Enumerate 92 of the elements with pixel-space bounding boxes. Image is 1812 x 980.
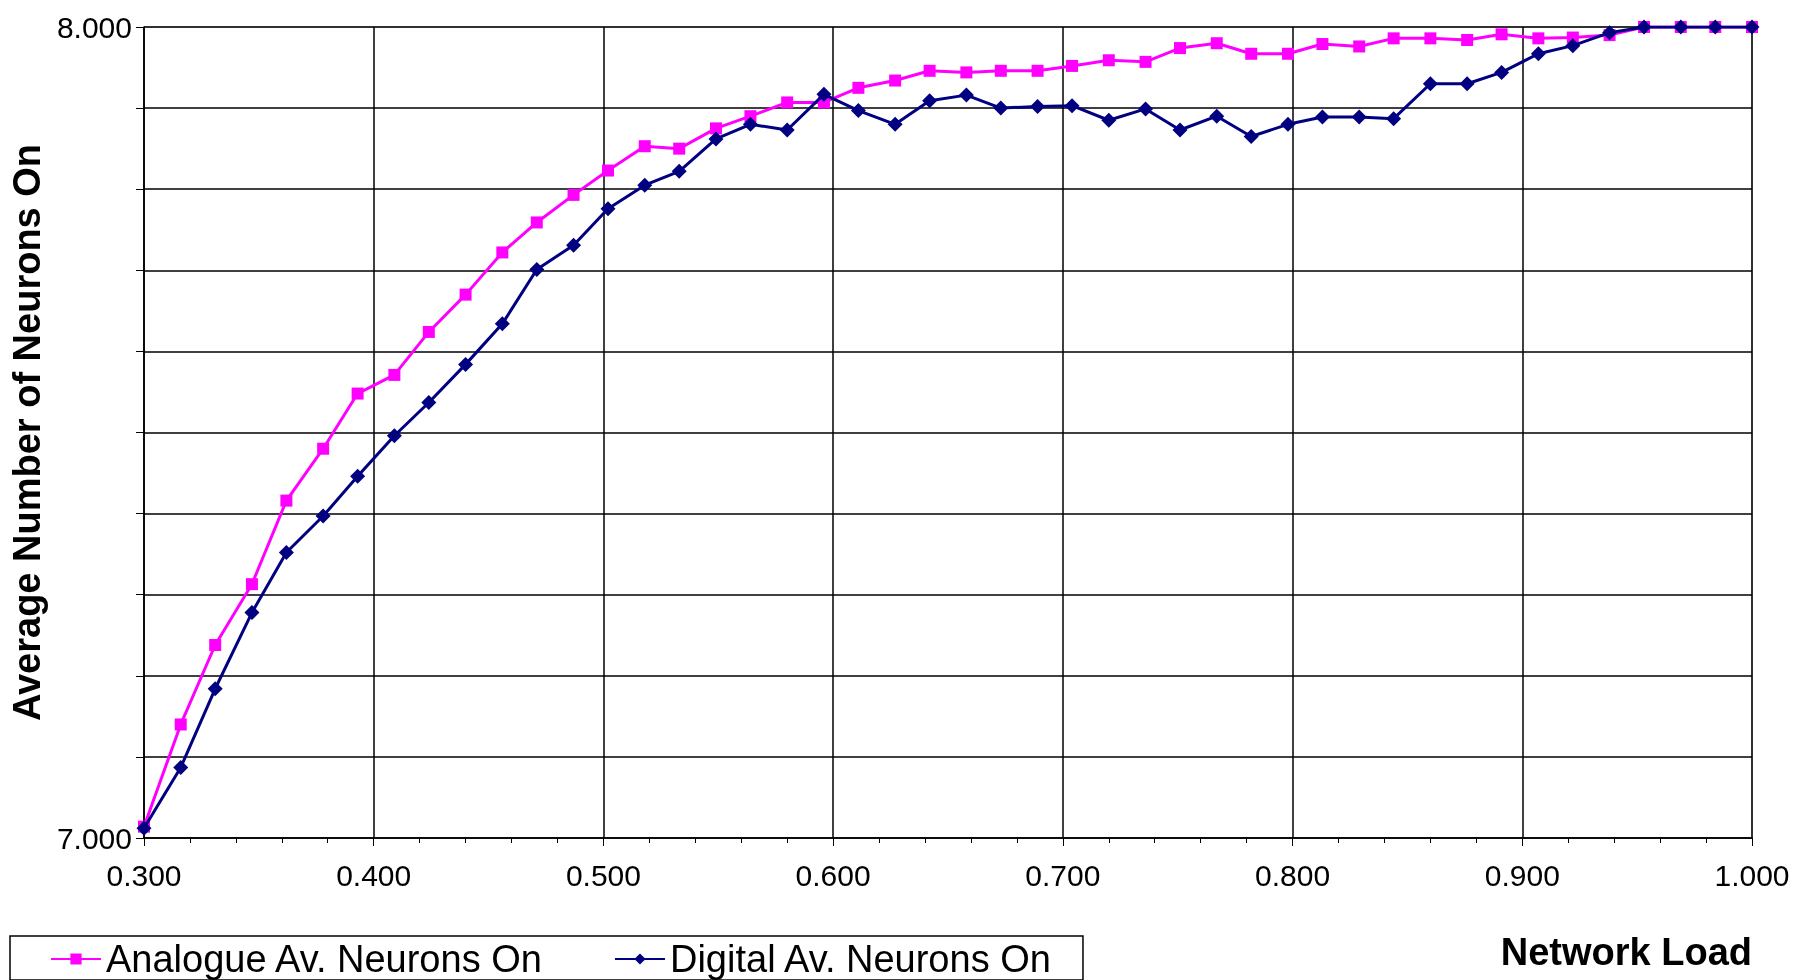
point xyxy=(960,66,973,79)
point xyxy=(494,316,510,332)
point xyxy=(350,468,366,484)
x-axis-title: Network Load xyxy=(1500,931,1752,973)
point xyxy=(889,74,902,87)
point xyxy=(280,494,293,507)
legend-label: Digital Av. Neurons On xyxy=(669,938,1051,980)
point xyxy=(207,681,223,697)
point xyxy=(388,368,401,381)
point xyxy=(1138,101,1154,117)
point xyxy=(1494,64,1510,80)
point xyxy=(671,163,687,179)
point xyxy=(742,116,758,132)
point xyxy=(529,261,545,277)
point xyxy=(1316,38,1329,51)
point xyxy=(209,638,222,651)
point xyxy=(244,605,260,621)
point xyxy=(386,428,402,444)
point xyxy=(1243,128,1259,144)
point xyxy=(315,508,331,524)
point xyxy=(816,86,832,102)
point xyxy=(1386,111,1402,127)
point xyxy=(958,87,974,103)
point xyxy=(1101,112,1117,128)
point xyxy=(1172,122,1188,138)
x-tick-label: 0.500 xyxy=(565,858,641,892)
point xyxy=(1565,38,1581,54)
point xyxy=(673,142,686,155)
point xyxy=(922,93,938,109)
point xyxy=(1314,109,1330,125)
point xyxy=(1066,59,1079,72)
point xyxy=(496,246,509,259)
point xyxy=(317,442,330,455)
point xyxy=(993,100,1009,116)
point xyxy=(421,394,437,410)
point xyxy=(1064,98,1080,114)
point xyxy=(1387,32,1400,45)
y-tick-label: 8.000 xyxy=(56,10,132,44)
x-tick-label: 1.000 xyxy=(1714,858,1790,892)
point xyxy=(245,578,258,591)
point xyxy=(852,81,865,94)
point xyxy=(779,122,795,138)
point xyxy=(566,237,582,253)
point xyxy=(1530,46,1546,62)
point xyxy=(458,356,474,372)
point xyxy=(708,131,724,147)
x-tick-label: 0.800 xyxy=(1255,858,1331,892)
point xyxy=(351,387,364,400)
point xyxy=(994,64,1007,77)
point xyxy=(1422,76,1438,92)
point xyxy=(1280,116,1296,132)
point xyxy=(1353,40,1366,53)
point xyxy=(1602,25,1618,41)
point xyxy=(278,545,294,561)
x-tick-label: 0.900 xyxy=(1484,858,1560,892)
point xyxy=(709,122,722,135)
point xyxy=(1495,28,1508,41)
y-tick-label: 7.000 xyxy=(56,821,132,855)
x-tick-label: 0.400 xyxy=(336,858,412,892)
point xyxy=(1245,47,1258,60)
point xyxy=(1461,33,1474,46)
point xyxy=(1424,32,1437,45)
point xyxy=(1281,47,1294,60)
point xyxy=(1209,108,1225,124)
point xyxy=(923,64,936,77)
x-tick-label: 0.600 xyxy=(795,858,871,892)
y-axis-title: Average Number of Neurons On xyxy=(6,143,48,722)
point xyxy=(1031,64,1044,77)
point xyxy=(1102,54,1115,67)
point xyxy=(638,140,651,153)
point xyxy=(887,116,903,132)
point xyxy=(567,188,580,201)
point xyxy=(1174,42,1186,55)
point xyxy=(459,288,472,301)
point xyxy=(1030,98,1046,114)
x-tick-label: 0.300 xyxy=(106,858,182,892)
point xyxy=(174,718,187,731)
point xyxy=(1210,37,1223,50)
point xyxy=(422,325,435,338)
point xyxy=(1351,109,1367,125)
point xyxy=(781,96,794,109)
point xyxy=(1139,55,1152,68)
point xyxy=(1459,76,1475,92)
point xyxy=(173,759,189,775)
legend-label: Analogue Av. Neurons On xyxy=(106,938,542,980)
x-tick-label: 0.700 xyxy=(1025,858,1101,892)
point xyxy=(1532,32,1545,45)
point xyxy=(602,164,614,177)
point xyxy=(850,103,866,119)
point xyxy=(530,216,543,229)
point xyxy=(637,177,653,193)
point xyxy=(600,201,616,217)
